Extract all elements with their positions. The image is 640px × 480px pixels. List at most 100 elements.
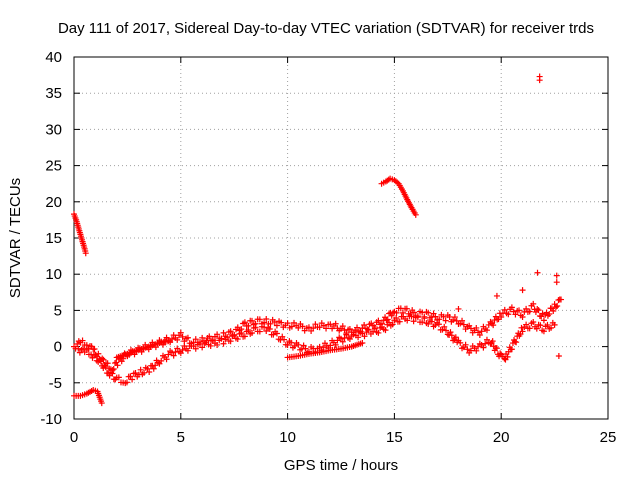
data-point — [263, 315, 270, 322]
data-point — [174, 345, 181, 352]
data-point — [170, 352, 177, 359]
data-point — [245, 326, 252, 333]
data-point — [238, 329, 245, 336]
data-point — [489, 338, 496, 345]
data-point — [404, 317, 411, 324]
data-point — [104, 360, 111, 367]
data-point — [386, 319, 393, 326]
grid — [74, 57, 608, 419]
data-point — [480, 344, 487, 351]
data-point — [174, 336, 181, 343]
data-point — [530, 319, 537, 326]
y-tick-label: 25 — [45, 158, 62, 175]
data-point — [144, 365, 151, 372]
data-point — [123, 379, 130, 386]
data-point — [129, 376, 136, 383]
data-point — [284, 320, 291, 327]
chart-title: Day 111 of 2017, Sidereal Day-to-day VTE… — [58, 20, 594, 37]
data-point — [459, 317, 466, 324]
data-point — [396, 318, 403, 325]
data-point — [544, 321, 551, 328]
data-point — [534, 305, 541, 312]
data-point — [518, 324, 525, 331]
data-point — [530, 300, 537, 307]
data-point — [473, 347, 480, 354]
data-point — [393, 309, 400, 316]
data-point — [339, 338, 346, 345]
data-point — [177, 329, 184, 336]
data-point — [419, 319, 426, 326]
data-point — [82, 250, 89, 257]
data-point — [97, 356, 104, 363]
data-point — [501, 306, 508, 313]
data-point — [206, 333, 213, 340]
data-point — [150, 365, 157, 372]
data-point — [305, 324, 312, 331]
data-point — [327, 321, 334, 328]
data-point — [332, 341, 339, 348]
data-point — [89, 354, 96, 361]
data-point — [209, 336, 216, 343]
data-point — [137, 366, 144, 373]
data-point — [540, 317, 547, 324]
data-point — [534, 269, 541, 276]
data-point — [263, 327, 270, 334]
data-point — [464, 346, 471, 353]
data-point — [302, 345, 309, 352]
data-point — [554, 303, 561, 310]
data-point — [462, 341, 469, 348]
data-point — [320, 344, 327, 351]
data-point — [403, 305, 410, 312]
x-axis-label: GPS time / hours — [284, 457, 398, 474]
data-point — [177, 350, 184, 357]
data-point — [179, 333, 186, 340]
data-point — [393, 314, 400, 321]
data-point — [256, 328, 263, 335]
data-point — [80, 345, 87, 352]
data-point — [359, 339, 366, 346]
data-point — [271, 319, 278, 325]
data-point — [519, 328, 526, 335]
data-point — [501, 355, 508, 362]
data-point — [490, 322, 497, 329]
data-point — [167, 337, 174, 344]
y-tick-label: 5 — [54, 302, 62, 319]
data-point — [523, 305, 530, 312]
data-point — [273, 330, 280, 337]
data-point — [163, 334, 170, 341]
y-tick-label: -5 — [49, 375, 62, 392]
data-point — [440, 313, 447, 320]
data-point — [498, 314, 505, 321]
data-point — [493, 292, 500, 299]
data-point — [300, 342, 307, 349]
data-point — [419, 309, 426, 316]
data-point — [350, 329, 357, 336]
data-point — [446, 313, 453, 320]
data-point — [184, 334, 191, 341]
data-point — [526, 308, 533, 315]
data-point — [371, 325, 378, 332]
data-point — [508, 304, 515, 311]
data-point — [267, 320, 274, 327]
data-point — [410, 309, 417, 316]
data-point — [252, 324, 259, 331]
data-point — [92, 351, 99, 358]
data-point — [310, 325, 317, 332]
data-point — [343, 331, 350, 338]
data-point — [127, 373, 134, 380]
data-point — [436, 316, 443, 323]
data-point — [95, 350, 102, 357]
data-point — [455, 305, 462, 312]
data-point — [553, 279, 560, 286]
data-point — [266, 325, 273, 332]
data-point — [273, 322, 280, 329]
data-point — [288, 323, 295, 330]
data-point — [538, 313, 545, 320]
data-point — [227, 338, 234, 345]
data-point — [502, 356, 509, 363]
data-point — [388, 312, 395, 319]
y-tick-label: 0 — [54, 339, 62, 356]
data-point — [476, 332, 483, 339]
data-point — [278, 319, 285, 326]
